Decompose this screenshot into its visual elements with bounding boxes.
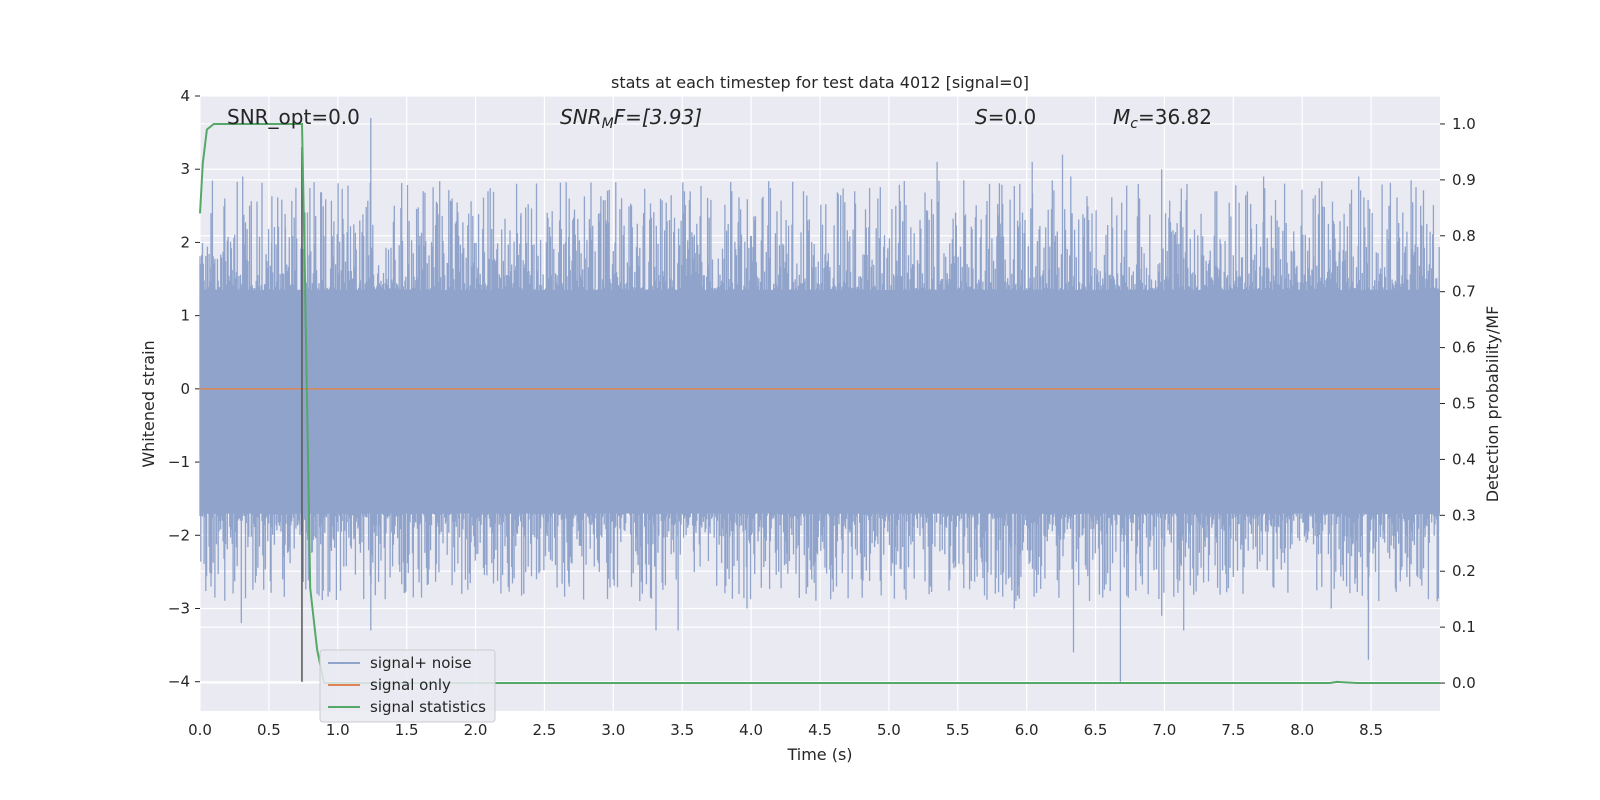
annotation-snr-mf-rest: F=[3.93] bbox=[614, 105, 702, 129]
x-tick-labels: 0.0 0.5 1.0 1.5 2.0 2.5 3.0 3.5 4.0 4.5 5.0 5.5 6.0 6… bbox=[188, 721, 1383, 739]
signal-statistics-line bbox=[199, 123, 1440, 684]
x-tick-label: 2.5 bbox=[533, 721, 557, 739]
x-tick-label: 6.5 bbox=[1084, 721, 1108, 739]
x-tick-label: 7.5 bbox=[1221, 721, 1245, 739]
x-tick-label: 1.5 bbox=[395, 721, 419, 739]
legend-label-signal-statistics: signal statistics bbox=[370, 698, 486, 716]
y-tick-label: 4 bbox=[180, 87, 190, 105]
y-tick-label: 2 bbox=[180, 233, 190, 251]
y2-tick-label: 0.1 bbox=[1452, 618, 1476, 636]
y2-tick-label: 1.0 bbox=[1452, 115, 1476, 133]
x-tick-label: 2.0 bbox=[464, 721, 488, 739]
x-tick-label: 5.0 bbox=[877, 721, 901, 739]
annotation-snr-mf: SNRMF=[3.93] bbox=[560, 105, 702, 132]
y2-axis-label: Detection probability/MF bbox=[1483, 306, 1502, 503]
legend-label-signal-noise: signal+ noise bbox=[370, 654, 472, 672]
x-axis-label: Time (s) bbox=[786, 745, 852, 764]
signal-noise-series bbox=[199, 118, 1440, 682]
y2-tick-label: 0.5 bbox=[1452, 395, 1476, 413]
legend-label-signal-only: signal only bbox=[370, 676, 451, 694]
y2-tick-label: 0.0 bbox=[1452, 674, 1476, 692]
legend-box bbox=[319, 649, 496, 723]
x-tick-label: 3.5 bbox=[670, 721, 694, 739]
annotation-snr-mf-sub: M bbox=[602, 116, 614, 132]
y-tick-label: −2 bbox=[168, 526, 190, 544]
annotation-mc-sub: c bbox=[1130, 116, 1138, 132]
y2-tick-label: 0.7 bbox=[1452, 283, 1476, 301]
x-tick-label: 3.0 bbox=[601, 721, 625, 739]
noise-trace bbox=[199, 118, 1440, 682]
y2-tick-label: 0.2 bbox=[1452, 562, 1476, 580]
y2-tick-label: 0.8 bbox=[1452, 227, 1476, 245]
y-tick-label: −1 bbox=[168, 453, 190, 471]
annotation-mc-rest: =36.82 bbox=[1138, 105, 1212, 129]
y-axis-label: Whitened strain bbox=[139, 340, 158, 467]
x-tick-label: 4.5 bbox=[808, 721, 832, 739]
x-tick-label: 0.5 bbox=[257, 721, 281, 739]
x-tick-label: 0.0 bbox=[188, 721, 212, 739]
annotation-s: S=0.0 bbox=[975, 105, 1036, 129]
y-tick-labels: 4 3 2 1 0 −1 −2 −3 −4 bbox=[168, 87, 190, 691]
x-tick-label: 5.5 bbox=[946, 721, 970, 739]
chart-title: stats at each timestep for test data 401… bbox=[611, 73, 1029, 92]
y-tick-label: 0 bbox=[180, 380, 190, 398]
y-tick-label: 3 bbox=[180, 160, 190, 178]
y2-tick-label: 0.9 bbox=[1452, 171, 1476, 189]
annotation-mc-main: M bbox=[1113, 105, 1130, 129]
x-tick-label: 8.0 bbox=[1290, 721, 1314, 739]
legend: signal+ noise signal only signal statist… bbox=[319, 649, 496, 723]
y-tick-label: 1 bbox=[180, 307, 190, 325]
y2-tick-label: 0.4 bbox=[1452, 450, 1476, 468]
y-tick-label: −3 bbox=[168, 600, 190, 618]
annotation-s-main: S bbox=[975, 105, 988, 129]
y2-tick-label: 0.3 bbox=[1452, 506, 1476, 524]
annotation-s-rest: =0.0 bbox=[988, 105, 1037, 129]
x-tick-label: 7.0 bbox=[1153, 721, 1177, 739]
y2-tick-label: 0.6 bbox=[1452, 339, 1476, 357]
y-tick-label: −4 bbox=[168, 673, 190, 691]
y2-tick-labels: 1.0 0.9 0.8 0.7 0.6 0.5 0.4 0.3 0.2 0.1 0.0 bbox=[1452, 115, 1476, 692]
annotation-mc: Mc=36.82 bbox=[1113, 105, 1212, 132]
x-tick-label: 8.5 bbox=[1359, 721, 1383, 739]
x-tick-label: 6.0 bbox=[1015, 721, 1039, 739]
x-tick-label: 4.0 bbox=[739, 721, 763, 739]
annotation-snr-opt: SNR_opt=0.0 bbox=[227, 105, 360, 129]
x-tick-label: 1.0 bbox=[326, 721, 350, 739]
annotation-snr-mf-main: SNR bbox=[560, 105, 602, 129]
